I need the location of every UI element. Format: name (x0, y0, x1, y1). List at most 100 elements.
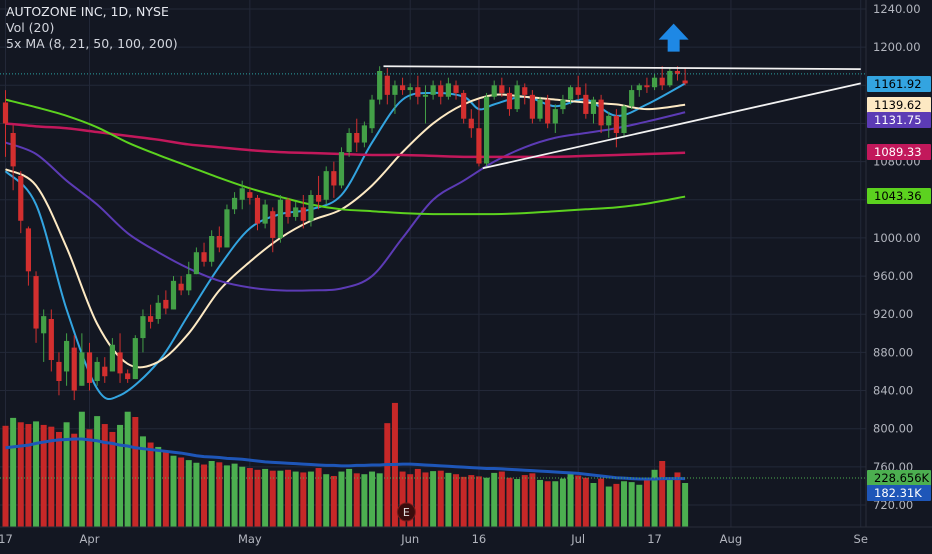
price-label-bg (867, 76, 931, 92)
candle-body (33, 276, 39, 329)
trendline-horizontal-resistance[interactable] (383, 65, 861, 70)
volume-bar (193, 462, 200, 527)
price-label-text: 1089.33 (874, 145, 922, 159)
earnings-marker[interactable]: E (396, 502, 416, 522)
candle (438, 80, 444, 105)
candle-body (102, 366, 108, 377)
volume-bar (682, 483, 689, 527)
candle (71, 335, 77, 401)
candle (629, 85, 635, 110)
price-label-text: 182.31K (874, 486, 922, 500)
candle (659, 66, 665, 91)
candle-body (682, 80, 688, 84)
candle (323, 166, 329, 205)
candle (354, 118, 360, 153)
candle-body (132, 338, 138, 380)
volume-bar (491, 472, 498, 527)
candle (430, 80, 436, 100)
symbol-title[interactable]: AUTOZONE INC, 1D, NYSE (6, 4, 169, 19)
volume-bar (269, 470, 276, 527)
volume-bar (117, 424, 124, 527)
trendline-rising-support[interactable] (482, 82, 861, 170)
volume-bar (307, 471, 314, 527)
time-tick-label: Jun (400, 532, 419, 546)
candle-body (209, 236, 215, 262)
price-tick-label: 960.00 (873, 269, 913, 283)
candle-body (25, 228, 32, 272)
volume-bar (254, 469, 261, 527)
candle-body (216, 236, 222, 248)
markers: E (396, 23, 689, 522)
volume-bar (231, 463, 238, 527)
volume-bar (300, 472, 307, 527)
candle (499, 77, 505, 97)
candle (270, 207, 276, 253)
price-label-bg (867, 485, 931, 501)
price-label-text: 1043.36 (874, 189, 922, 203)
candle-body (674, 71, 681, 74)
volume-bar (223, 465, 230, 527)
candle-body (651, 77, 658, 88)
volume-bar (94, 416, 101, 527)
candle-body (140, 316, 146, 339)
volume-bar (621, 481, 628, 527)
candle-body (407, 87, 413, 91)
time-tick-label: May (238, 532, 262, 546)
price-tick-label: 1200.00 (873, 40, 921, 54)
volume-indicator-label[interactable]: Vol (20) (6, 20, 55, 35)
volume-bar (567, 472, 574, 527)
volume-bar (208, 461, 215, 527)
volume-bar (628, 482, 635, 527)
candle-body (606, 115, 612, 126)
candle-body (10, 133, 16, 167)
candle (201, 242, 207, 267)
candle (506, 87, 513, 116)
price-tick-label: 1000.00 (873, 231, 921, 245)
volume-bar (437, 470, 444, 527)
price-tick-label: 800.00 (873, 422, 913, 436)
candle (239, 180, 245, 210)
volume-bar (445, 472, 452, 527)
candle-body (422, 94, 429, 97)
candle (186, 261, 192, 296)
volume-bar (25, 424, 32, 527)
candle (163, 290, 169, 315)
volume-bar (63, 422, 70, 527)
candle-body (468, 118, 474, 129)
candle-body (224, 209, 230, 248)
candle-body (560, 99, 566, 110)
time-axis[interactable]: 17 Apr May Jun 16 Jul 17 Aug Se (0, 526, 932, 546)
candle (18, 171, 24, 234)
candle (461, 90, 467, 124)
volume-bar (422, 472, 429, 527)
trendlines[interactable] (0, 65, 866, 479)
time-tick-label: 16 (472, 532, 487, 546)
price-label-bg (867, 470, 931, 486)
volume-bar (506, 477, 513, 527)
candle (361, 121, 367, 148)
candle-body (277, 199, 283, 238)
candle (552, 104, 558, 133)
price-axis[interactable]: 1240.001200.001160.001120.001080.001040.… (865, 0, 931, 527)
ma-indicator-label[interactable]: 5x MA (8, 21, 50, 100, 200) (6, 36, 178, 51)
volume-bar (10, 417, 17, 527)
candle (25, 226, 32, 286)
candle (86, 342, 93, 391)
candle-body (201, 252, 207, 262)
volume-bar (246, 468, 253, 527)
candle (415, 75, 421, 105)
time-tick-label: 17 (647, 532, 662, 546)
volume-bar (552, 481, 559, 527)
candle (109, 338, 116, 372)
up-arrow-icon[interactable] (658, 23, 689, 52)
candle-body (361, 125, 367, 143)
candle-body (338, 152, 345, 186)
candle-body (254, 197, 261, 224)
candle (606, 112, 612, 138)
candle-body (476, 128, 482, 164)
candle (48, 309, 54, 372)
volume-bar (529, 473, 536, 527)
candle-body (186, 274, 192, 291)
